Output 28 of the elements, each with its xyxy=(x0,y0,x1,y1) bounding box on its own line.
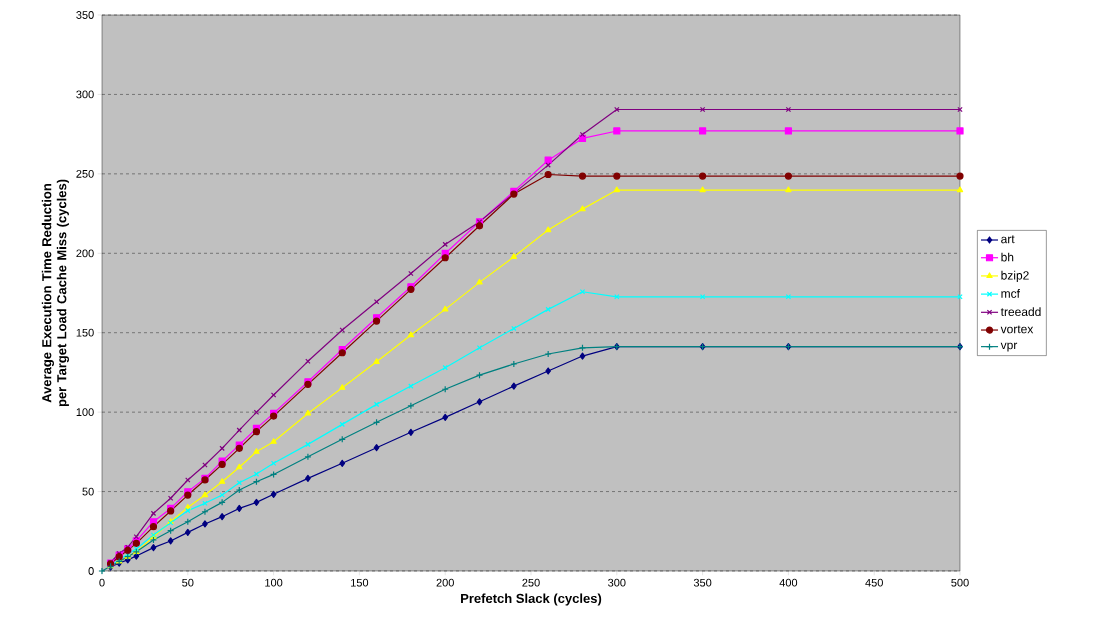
y-tick-label: 50 xyxy=(82,487,94,496)
y-tick-label: 150 xyxy=(76,328,94,337)
legend-label: vortex xyxy=(1000,325,1034,334)
y-tick-label: 200 xyxy=(76,249,94,258)
legend-label: bh xyxy=(1001,252,1014,262)
legend-label: vpr xyxy=(1000,342,1018,352)
x-tick-label: 450 xyxy=(865,578,883,587)
y-tick-label: 0 xyxy=(88,567,94,575)
y-tick-label: 250 xyxy=(76,169,94,178)
x-tick-label: 350 xyxy=(693,578,712,587)
x-tick-label: 50 xyxy=(182,578,194,587)
y-tick-label: 300 xyxy=(76,90,94,99)
x-axis-title: Prefetch Slack (cycles) xyxy=(461,593,602,606)
x-tick-label: 150 xyxy=(351,578,369,587)
legend-label: bzip2 xyxy=(1001,270,1029,283)
y-tick-label: 350 xyxy=(76,11,94,19)
legend-label: mcf xyxy=(1001,289,1020,298)
x-tick-label: 0 xyxy=(99,578,105,587)
x-tick-label: 500 xyxy=(951,578,969,587)
legend-label: treeadd xyxy=(1000,307,1041,317)
y-axis-title: Average Execution Time Reduction per Target Load Cache Miss (cycles) xyxy=(41,179,69,407)
x-tick-label: 300 xyxy=(608,578,626,587)
y-tick-label: 100 xyxy=(76,408,94,417)
x-tick-label: 200 xyxy=(436,578,454,587)
x-tick-label: 100 xyxy=(265,578,283,587)
x-tick-label: 400 xyxy=(779,578,798,587)
legend-label: art xyxy=(1001,235,1015,244)
x-tick-label: 250 xyxy=(522,578,540,587)
